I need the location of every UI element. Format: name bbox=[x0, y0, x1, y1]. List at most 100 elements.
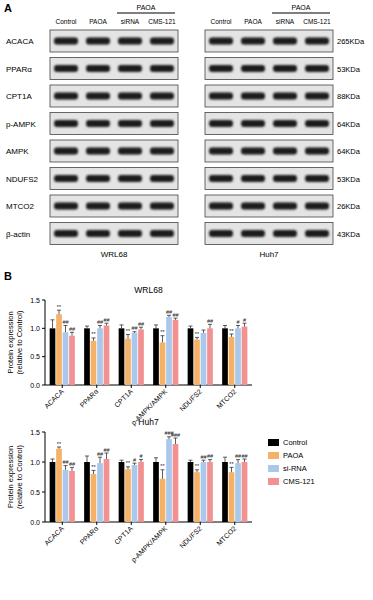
bar bbox=[207, 462, 213, 522]
blot-box bbox=[205, 85, 333, 107]
blot-band bbox=[209, 38, 233, 45]
legend-swatch bbox=[268, 439, 279, 446]
lane-label: PAOA bbox=[244, 18, 262, 25]
y-tick bbox=[42, 356, 45, 357]
size-label: 64KDa bbox=[337, 147, 361, 156]
blot-band bbox=[241, 38, 265, 45]
error-cap bbox=[139, 459, 143, 460]
error-cap bbox=[126, 466, 130, 467]
error-bar bbox=[156, 458, 157, 462]
error-cap bbox=[195, 469, 199, 470]
error-cap bbox=[174, 438, 178, 439]
blot-box bbox=[205, 30, 333, 52]
size-label: 43KDa bbox=[337, 230, 361, 239]
bar bbox=[63, 470, 69, 522]
blot-band bbox=[118, 65, 142, 72]
significance: ** bbox=[195, 463, 200, 469]
blot-box bbox=[205, 195, 333, 217]
marks bbox=[50, 310, 248, 385]
blot-band bbox=[305, 38, 329, 45]
x-tick-label: MTCO2 bbox=[215, 525, 237, 547]
bar bbox=[50, 328, 56, 385]
blot-band bbox=[241, 93, 265, 100]
bar bbox=[235, 328, 241, 385]
size-label: 53KDa bbox=[337, 175, 361, 184]
error-bar bbox=[162, 470, 163, 479]
bar bbox=[132, 333, 138, 385]
treatment-bar bbox=[117, 12, 175, 13]
blot-band bbox=[273, 65, 297, 72]
error-bar bbox=[65, 326, 66, 333]
significance: # bbox=[236, 319, 240, 325]
error-cap bbox=[139, 327, 143, 328]
bar bbox=[56, 449, 62, 522]
legend-label: si-RNA bbox=[283, 464, 307, 473]
x-tick-label: CPT1A bbox=[113, 525, 134, 546]
error-bar bbox=[156, 325, 157, 328]
error-cap bbox=[120, 460, 124, 461]
blot-band bbox=[241, 175, 265, 182]
significance: ## bbox=[62, 319, 69, 325]
error-cap bbox=[92, 470, 96, 471]
x-tick-label: p-AMPK/AMPK bbox=[130, 525, 170, 565]
blot-band bbox=[209, 120, 233, 127]
error-cap bbox=[161, 335, 165, 336]
blot-band bbox=[118, 38, 142, 45]
bar bbox=[235, 463, 241, 522]
y-axis bbox=[45, 432, 46, 522]
bar bbox=[173, 444, 179, 522]
error-cap bbox=[243, 459, 247, 460]
x-tick bbox=[131, 522, 132, 525]
x-tick bbox=[200, 385, 201, 388]
significance: ** bbox=[195, 331, 200, 337]
bar bbox=[242, 327, 248, 385]
error-bar bbox=[162, 336, 163, 343]
bar bbox=[138, 329, 144, 385]
significance: # bbox=[133, 457, 137, 463]
error-cap bbox=[236, 459, 240, 460]
blot-box bbox=[205, 223, 333, 245]
error-bar bbox=[244, 323, 245, 326]
y-tick bbox=[42, 328, 45, 329]
y-tick bbox=[42, 300, 45, 301]
lane-label: CMS-121 bbox=[148, 18, 176, 25]
lane-label: CMS-121 bbox=[303, 18, 331, 25]
error-cap bbox=[70, 332, 74, 333]
significance: ** bbox=[126, 328, 131, 334]
legend-label: Control bbox=[283, 438, 308, 447]
legend-swatch bbox=[268, 452, 279, 459]
significance: ## bbox=[172, 312, 179, 318]
protein-label: CPT1A bbox=[6, 92, 32, 101]
y-tick bbox=[42, 462, 45, 463]
significance: # bbox=[243, 317, 247, 323]
blot-band bbox=[86, 203, 110, 210]
blot-box bbox=[205, 58, 333, 80]
error-cap bbox=[51, 459, 55, 460]
blot-band bbox=[150, 93, 174, 100]
treatment-label: PAOA bbox=[137, 4, 156, 11]
treatment-bar bbox=[272, 12, 330, 13]
y-axis-label: (relative to Control) bbox=[15, 310, 24, 374]
bar bbox=[125, 339, 131, 385]
marks bbox=[50, 437, 248, 522]
protein-label: ACACA bbox=[6, 37, 34, 46]
blot-band bbox=[241, 203, 265, 210]
legend-swatch bbox=[268, 478, 279, 485]
legend-swatch bbox=[268, 465, 279, 472]
significance: ** bbox=[91, 464, 96, 470]
error-bar bbox=[231, 467, 232, 472]
error-cap bbox=[230, 467, 234, 468]
blot-band bbox=[150, 230, 174, 237]
size-label: 26KDa bbox=[337, 202, 361, 211]
bar bbox=[222, 328, 228, 385]
bar bbox=[242, 462, 248, 522]
error-cap bbox=[92, 337, 96, 338]
error-cap bbox=[98, 457, 102, 458]
error-cap bbox=[120, 324, 124, 325]
bar bbox=[69, 471, 75, 522]
significance: # bbox=[139, 453, 143, 459]
x-axis bbox=[45, 522, 252, 523]
blot-box bbox=[50, 223, 178, 245]
figure: APAOAControlPAOAsiRNACMS-121WRL68PAOACon… bbox=[0, 0, 373, 600]
error-bar bbox=[238, 326, 239, 329]
